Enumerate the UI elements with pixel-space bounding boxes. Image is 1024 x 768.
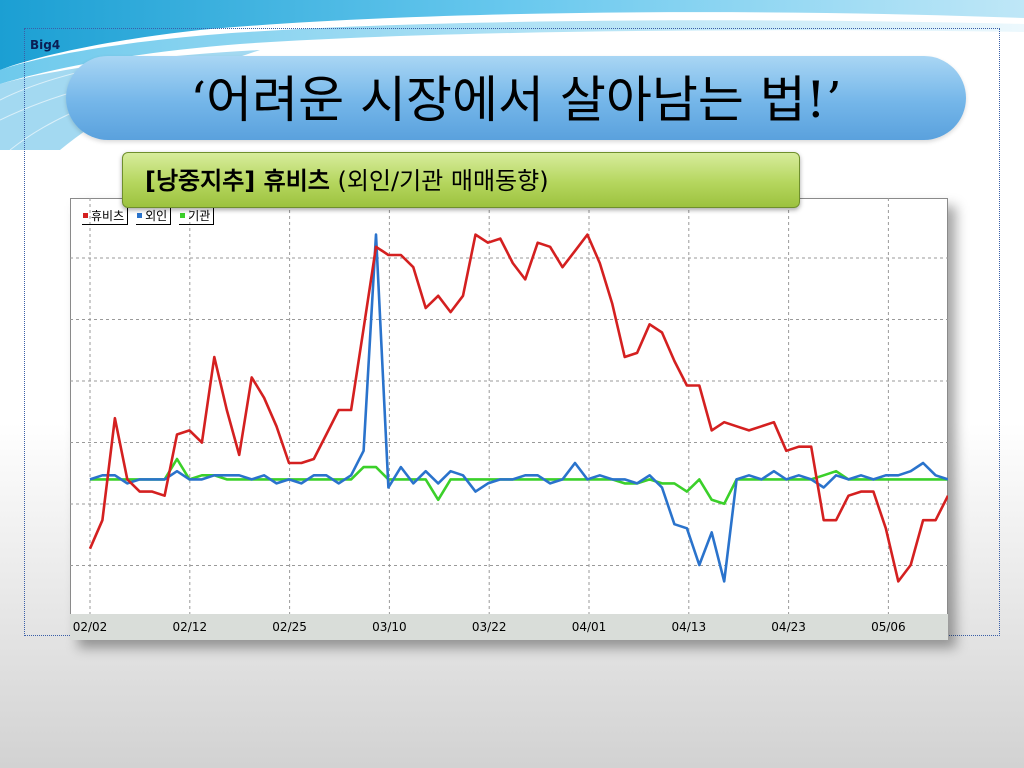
chart-panel	[70, 198, 948, 640]
legend-swatch-price	[83, 213, 88, 218]
legend-item-foreign: 외인	[136, 207, 172, 225]
legend-item-price: 휴비츠	[82, 207, 129, 225]
x-tick-label: 02/12	[173, 620, 208, 634]
x-tick-label: 04/01	[572, 620, 607, 634]
series-line-institution	[90, 457, 948, 506]
x-tick-label: 02/02	[73, 620, 108, 634]
legend-label-foreign: 외인	[145, 209, 168, 223]
chart-legend: 휴비츠 외인 기관	[82, 206, 215, 226]
title-bar	[66, 56, 966, 140]
line-chart: 02/02 02/12 02/25 03/10 03/22 04/01 04/13 04/23…	[70, 198, 948, 640]
x-tick-label: 03/10	[372, 620, 407, 634]
x-tick-label: 05/06	[871, 620, 906, 634]
brand-label: Big4	[30, 38, 61, 52]
subtitle-normal-text: (외인/기관 매매동향)	[329, 167, 549, 195]
legend-item-institution: 기관	[179, 207, 215, 225]
x-axis-band	[70, 614, 948, 640]
legend-swatch-foreign	[137, 213, 143, 218]
x-axis-ticks: 02/02 02/12 02/25 03/10 03/22 04/01 04/13 04/23…	[73, 620, 906, 634]
legend-swatch-institution	[180, 213, 186, 218]
slide-title: ‘어려운 시장에서 살아남는 법!’	[190, 71, 842, 129]
legend-label-price: 휴비츠	[91, 209, 125, 223]
x-tick-label: 03/22	[472, 620, 507, 634]
series-line-foreign	[89, 233, 948, 583]
x-tick-label: 04/23	[771, 620, 806, 634]
subtitle-bold-text: [낭중지추] 휴비츠	[145, 167, 330, 195]
x-tick-label: 02/25	[272, 620, 307, 634]
chart-series	[88, 233, 948, 583]
legend-label-institution: 기관	[188, 209, 211, 223]
x-tick-label: 04/13	[672, 620, 707, 634]
chart-subtitle-banner: [낭중지추] 휴비츠 (외인/기관 매매동향)	[122, 152, 800, 208]
chart-grid	[70, 198, 948, 628]
series-line-price	[88, 233, 948, 583]
